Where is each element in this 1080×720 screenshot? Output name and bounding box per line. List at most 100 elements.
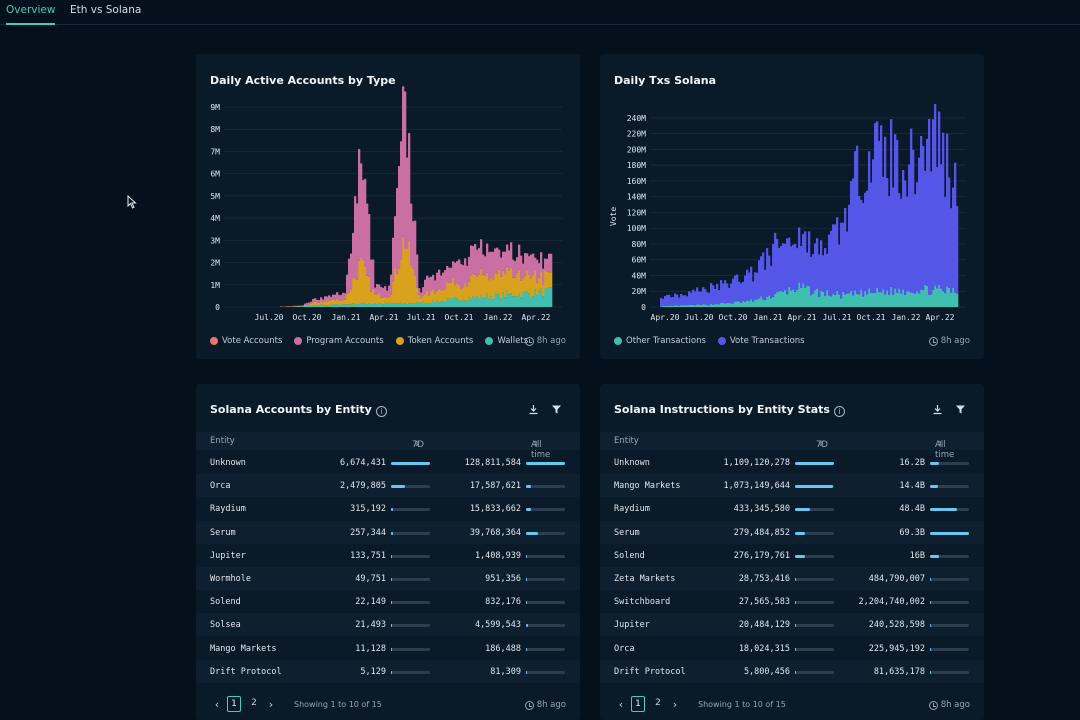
next-page-icon[interactable]: › xyxy=(672,697,678,711)
prev-page-icon[interactable]: ‹ xyxy=(214,697,220,711)
area-segment xyxy=(930,294,933,307)
area-segment xyxy=(458,259,461,285)
seven-day-bar xyxy=(795,508,834,512)
all-time-bar-fill xyxy=(930,554,939,558)
area-segment xyxy=(350,289,353,305)
area-segment xyxy=(376,304,379,307)
area-segment xyxy=(728,287,731,303)
table-row[interactable]: Serum 257,344 39,768,364 xyxy=(196,520,580,544)
table-row[interactable]: Mango Markets 11,128 186,488 xyxy=(196,637,580,660)
table-row[interactable]: Unknown 1,109,120,278 16.2B xyxy=(600,451,984,474)
all-time-bar-fill xyxy=(526,578,527,581)
area-segment xyxy=(338,295,341,301)
table-row[interactable]: Switchboard 27,565,583 2,204,740,002 xyxy=(600,590,984,613)
area-segment xyxy=(396,273,399,304)
tab-overview[interactable]: Overview xyxy=(6,0,56,25)
area-segment xyxy=(794,291,797,307)
seven-day-bar xyxy=(795,601,834,605)
table-row[interactable]: Solend 276,179,761 16B xyxy=(600,544,984,567)
area-segment xyxy=(472,246,475,274)
area-segment xyxy=(346,304,349,307)
area-segment xyxy=(764,269,767,300)
area-segment xyxy=(752,301,755,307)
area-segment xyxy=(848,293,851,307)
all-time-bar xyxy=(930,647,969,651)
area-segment xyxy=(856,145,859,294)
area-segment xyxy=(456,298,459,307)
table-row[interactable]: Raydium 315,192 15,833,662 xyxy=(196,497,580,520)
area-segment xyxy=(676,305,679,307)
x-tick-label: Apr.22 xyxy=(926,313,955,322)
area-segment xyxy=(442,300,445,307)
page-button-1[interactable]: 1 xyxy=(631,696,645,712)
table-row[interactable]: Drift Protocol 5,129 81,309 xyxy=(196,659,580,683)
page-button-2[interactable]: 2 xyxy=(655,698,661,708)
table-row[interactable]: Serum 279,484,852 69.3B xyxy=(600,520,984,544)
area-segment xyxy=(928,118,931,295)
table-row[interactable]: Raydium 433,345,580 48.4B xyxy=(600,497,984,520)
area-segment xyxy=(338,303,341,307)
tab-eth-vs-solana[interactable]: Eth vs Solana xyxy=(70,4,142,16)
table-row[interactable]: Orca 18,024,315 225,945,192 xyxy=(600,637,984,660)
area-segment xyxy=(344,293,347,300)
area-segment xyxy=(392,237,395,282)
filter-icon[interactable] xyxy=(551,404,562,415)
page-button-1[interactable]: 1 xyxy=(227,696,241,712)
area-segment xyxy=(894,288,897,307)
area-segment xyxy=(334,304,337,307)
area-segment xyxy=(502,270,505,293)
area-segment xyxy=(494,292,497,307)
download-icon[interactable] xyxy=(932,404,943,415)
entity-cell: Raydium xyxy=(614,504,650,515)
area-segment xyxy=(742,281,745,301)
next-page-icon[interactable]: › xyxy=(268,697,274,711)
area-segment xyxy=(422,287,425,296)
legend-dot xyxy=(485,337,494,345)
area-segment xyxy=(520,255,523,281)
table-row[interactable]: Jupiter 133,751 1,408,939 xyxy=(196,544,580,567)
legend-label: Vote Transactions xyxy=(729,336,805,346)
table-row[interactable]: Zeta Markets 28,753,416 484,790,007 xyxy=(600,567,984,590)
area-segment xyxy=(498,249,501,270)
download-icon[interactable] xyxy=(528,404,539,415)
info-icon[interactable]: i xyxy=(833,406,845,417)
table-row[interactable]: Mango Markets 1,073,149,644 14.4B xyxy=(600,474,984,498)
table-row[interactable]: Solsea 21,493 4,599,543 xyxy=(196,613,580,637)
area-segment xyxy=(470,275,473,300)
legend-item-other-transactions[interactable]: Other Transactions xyxy=(614,336,706,346)
area-segment xyxy=(922,289,925,307)
area-segment xyxy=(546,271,549,289)
table-row[interactable]: Wormhole 49,751 951,356 xyxy=(196,567,580,590)
area-segment xyxy=(800,288,803,307)
page-button-2[interactable]: 2 xyxy=(251,698,257,708)
all-time-bar-fill xyxy=(526,670,527,674)
area-segment xyxy=(518,244,521,270)
legend-item-program-accounts[interactable]: Program Accounts xyxy=(294,336,384,346)
area-segment xyxy=(806,252,809,286)
area-segment xyxy=(850,290,853,307)
prev-page-icon[interactable]: ‹ xyxy=(618,697,624,711)
table-row[interactable]: Unknown 6,674,431 128,811,584 xyxy=(196,451,580,474)
table-row[interactable]: Jupiter 20,484,129 240,528,598 xyxy=(600,613,984,637)
area-segment xyxy=(462,265,465,288)
area-segment xyxy=(388,285,391,298)
area-segment xyxy=(516,272,519,297)
info-icon[interactable]: i xyxy=(375,406,387,417)
legend-item-vote-accounts[interactable]: Vote Accounts xyxy=(210,336,282,346)
area-segment xyxy=(870,182,873,294)
filter-icon[interactable] xyxy=(955,404,966,415)
table-row[interactable]: Orca 2,479,805 17,587,621 xyxy=(196,474,580,498)
entity-cell: Serum xyxy=(614,527,640,538)
all-time-value: 16.2B xyxy=(899,458,925,468)
legend-item-vote-transactions[interactable]: Vote Transactions xyxy=(717,336,805,346)
area-segment xyxy=(314,301,317,305)
table-row[interactable]: Drift Protocol 5,800,456 81,635,178 xyxy=(600,659,984,683)
area-segment xyxy=(480,294,483,307)
column-header-entity: Entity xyxy=(210,436,235,446)
area-segment xyxy=(528,256,531,275)
area-segment xyxy=(418,294,421,303)
table-row[interactable]: Solend 22,149 832,176 xyxy=(196,590,580,613)
legend-item-token-accounts[interactable]: Token Accounts xyxy=(395,336,473,346)
area-segment xyxy=(502,292,505,307)
legend-item-wallets[interactable]: Wallets xyxy=(485,336,528,346)
